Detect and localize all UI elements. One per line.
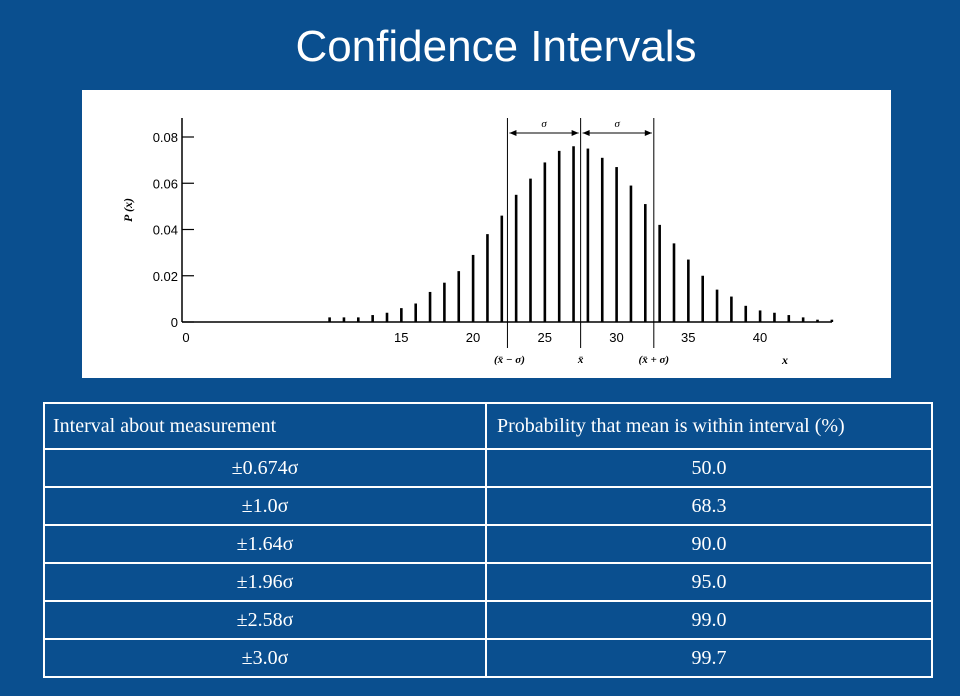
x-tick-label: 25 — [538, 330, 552, 345]
y-axis-label: P (x) — [121, 198, 135, 222]
x-tick-label: 30 — [609, 330, 623, 345]
probability-cell: 95.0 — [485, 562, 933, 602]
table-row: ±3.0σ 99.7 — [43, 638, 933, 678]
table-row: ±1.96σ 95.0 — [43, 562, 933, 602]
x-tick-label: 20 — [466, 330, 480, 345]
y-tick-label: 0.06 — [153, 176, 178, 191]
bar — [744, 305, 748, 322]
mean-label: x̄ — [577, 354, 584, 366]
sigma-arrow-left-head-left — [509, 130, 517, 136]
bar — [658, 224, 661, 322]
sigma-arrow-right-head-right — [644, 130, 652, 136]
header-interval: Interval about measurement — [43, 402, 487, 450]
header-probability: Probability that mean is within interval… — [485, 402, 933, 450]
bar — [701, 275, 704, 322]
interval-cell: ±1.64σ — [43, 524, 487, 564]
bar — [600, 157, 604, 322]
y-tick-label: 0.04 — [153, 223, 178, 238]
interval-cell: ±1.96σ — [43, 562, 487, 602]
bar — [543, 162, 547, 322]
interval-cell: ±2.58σ — [43, 600, 487, 640]
bar — [816, 319, 819, 322]
table-row: ±2.58σ 99.0 — [43, 600, 933, 640]
slide-title: Confidence Intervals — [295, 22, 697, 71]
interval-cell: ±1.0σ — [43, 486, 487, 526]
sigma-arrow-left-head-right — [571, 130, 579, 136]
bar — [414, 303, 417, 322]
x-tick-label: 15 — [394, 330, 408, 345]
bar — [428, 291, 432, 322]
table-row: ±1.0σ 68.3 — [43, 486, 933, 526]
bar — [715, 289, 719, 322]
bar — [787, 315, 791, 322]
probability-chart: 0 0.02 0.04 0.06 0.08 P (x) 0 15 20 25 30 35 40 x σ σ (x… — [121, 118, 834, 367]
bar — [328, 317, 331, 322]
bar — [471, 254, 475, 322]
x-tick-label: 40 — [753, 330, 767, 345]
bar — [529, 178, 532, 322]
interval-cell: ±0.674σ — [43, 448, 487, 488]
probability-cell: 99.0 — [485, 600, 933, 640]
bar — [572, 146, 575, 322]
interval-cell: ±3.0σ — [43, 638, 487, 678]
y-tick-label: 0.08 — [153, 130, 178, 145]
bar — [371, 315, 374, 322]
bar — [687, 259, 690, 322]
bar — [357, 317, 360, 322]
y-tick-label: 0.02 — [153, 269, 178, 284]
probability-cell: 68.3 — [485, 486, 933, 526]
sigma-arrow-right-head-left — [582, 130, 590, 136]
table-header-row: Interval about measurement Probability t… — [43, 402, 933, 450]
sigma-label-left: σ — [541, 118, 547, 130]
x-tick-label: 35 — [681, 330, 695, 345]
bar — [730, 296, 733, 322]
sigma-label-right: σ — [614, 118, 620, 130]
bar — [486, 234, 489, 322]
plus-sigma-label: (x̄ + σ) — [639, 354, 670, 366]
bar — [629, 185, 633, 322]
probability-cell: 99.7 — [485, 638, 933, 678]
bar — [672, 243, 676, 322]
chart-panel: 0 0.02 0.04 0.06 0.08 P (x) 0 15 20 25 30 35 40 x σ σ (x… — [82, 90, 891, 378]
bar — [758, 310, 762, 322]
bar — [830, 319, 834, 322]
bar — [500, 215, 504, 322]
bar — [801, 317, 805, 322]
bar — [586, 148, 590, 322]
y-tick-label: 0 — [171, 315, 178, 330]
x-tick-label: 0 — [182, 330, 189, 345]
bar — [615, 167, 618, 322]
confidence-table: Interval about measurement Probability t… — [43, 402, 933, 678]
bar — [457, 271, 461, 322]
probability-cell: 50.0 — [485, 448, 933, 488]
x-axis-label: x — [781, 353, 788, 367]
table-row: ±0.674σ 50.0 — [43, 448, 933, 488]
bar — [644, 204, 647, 322]
bar — [400, 308, 403, 322]
bar — [443, 282, 446, 322]
bar — [342, 317, 346, 322]
bar — [557, 150, 561, 322]
bar — [385, 312, 389, 322]
bar — [773, 312, 776, 322]
table-row: ±1.64σ 90.0 — [43, 524, 933, 564]
bar — [514, 194, 518, 322]
minus-sigma-label: (x̄ − σ) — [494, 354, 525, 366]
probability-cell: 90.0 — [485, 524, 933, 564]
